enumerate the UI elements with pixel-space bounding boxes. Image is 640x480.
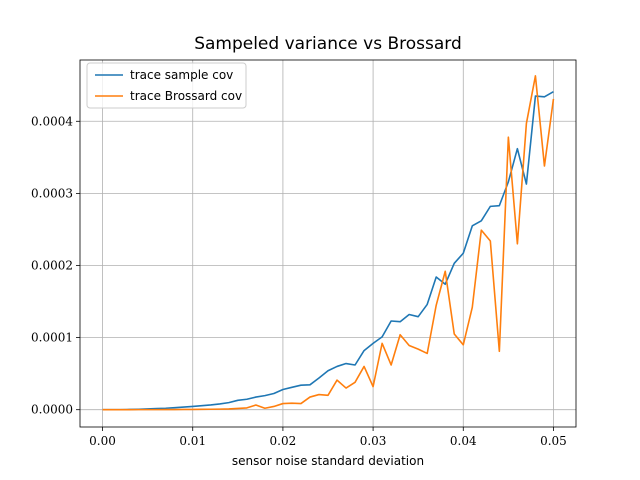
legend: trace sample cov trace Brossard cov: [86, 62, 247, 109]
grid: [80, 60, 576, 427]
series-line-brossard-cov: [102, 75, 555, 411]
x-tick-label: 0.03: [360, 434, 387, 448]
plot-frame: [79, 59, 577, 428]
x-tick-label: 0.01: [179, 434, 206, 448]
x-axis-title: sensor noise standard deviation: [232, 454, 424, 468]
y-tick-label: 0.0002: [31, 258, 73, 272]
x-tick-label: 0.04: [450, 434, 477, 448]
x-tick-label: 0.02: [270, 434, 297, 448]
y-tick-label: 0.0001: [31, 331, 73, 345]
series-layer: [102, 75, 555, 411]
x-tick-label: 0.05: [540, 434, 567, 448]
y-tick-label: 0.0004: [31, 114, 73, 128]
y-tick-label: 0.0003: [31, 186, 73, 200]
legend-label-sample-cov: trace sample cov: [130, 68, 233, 82]
x-axis-ticks: 0.00 0.01 0.02 0.03 0.04 0.05: [89, 427, 567, 448]
y-axis-ticks: 0.0000 0.0001 0.0002 0.0003 0.0004: [31, 114, 80, 417]
x-tick-label: 0.00: [89, 434, 116, 448]
legend-box: [86, 62, 247, 109]
legend-label-brossard-cov: trace Brossard cov: [130, 89, 242, 103]
y-tick-label: 0.0000: [31, 403, 73, 417]
series-line-sample-cov: [102, 91, 554, 411]
chart-title: Sampeled variance vs Brossard: [194, 34, 462, 54]
